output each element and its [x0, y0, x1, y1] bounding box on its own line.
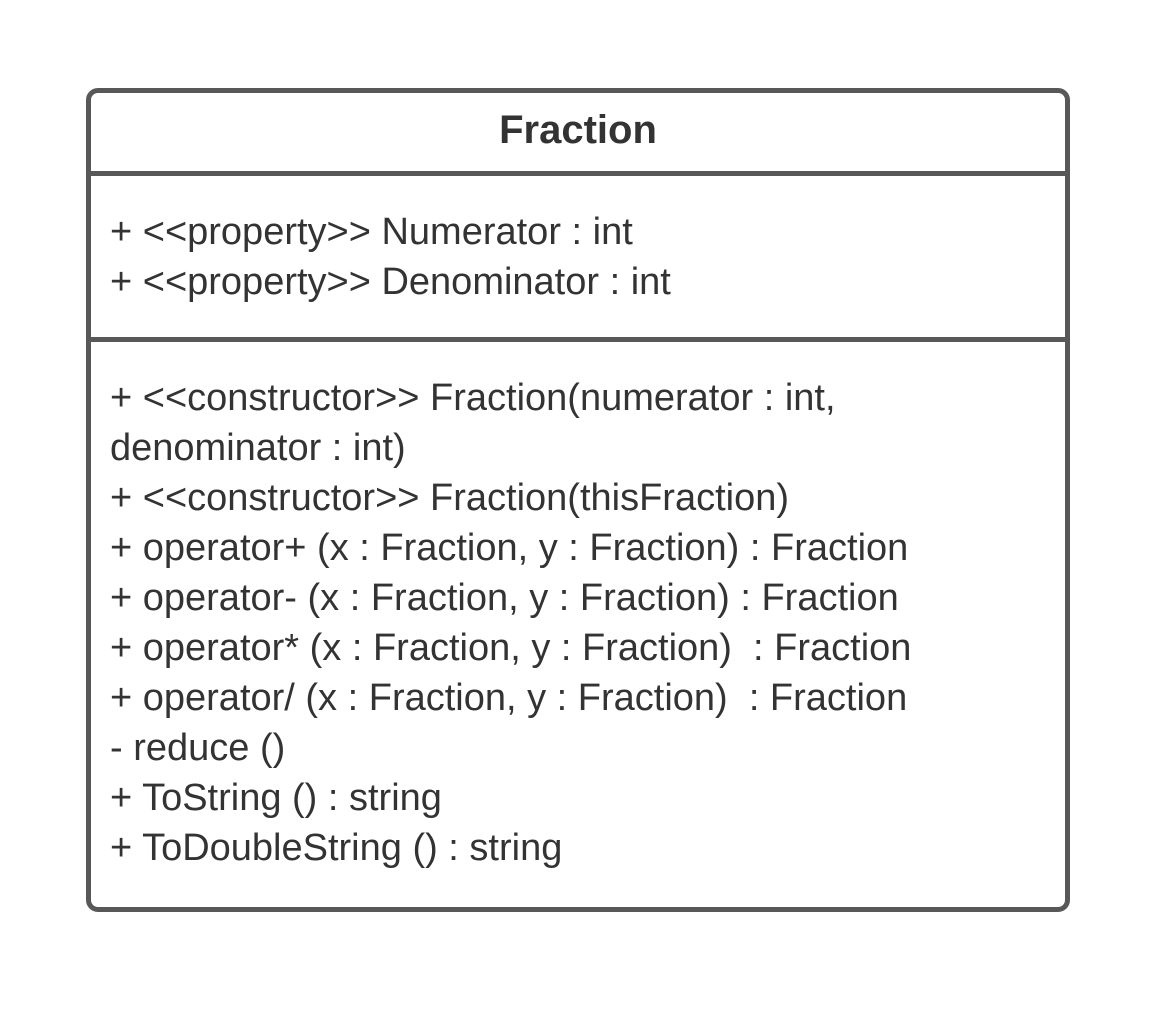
operation-constructor-fraction-copy: + <<constructor>> Fraction(thisFraction) [110, 477, 790, 519]
operation-to-string: + ToString () : string [110, 777, 442, 819]
operation-multiply: + operator* (x : Fraction, y : Fraction)… [110, 627, 912, 669]
operation-reduce: - reduce () [110, 727, 286, 769]
operation-divide: + operator/ (x : Fraction, y : Fraction)… [110, 677, 908, 719]
attribute-denominator: + <<property>> Denominator : int [110, 261, 671, 303]
attributes-section: + <<property>> Numerator : int + <<prope… [91, 176, 1065, 342]
operation-add: + operator+ (x : Fraction, y : Fraction)… [110, 527, 909, 569]
operation-constructor-fraction-ints-continued: denominator : int) [110, 427, 406, 469]
operation-subtract: + operator- (x : Fraction, y : Fraction)… [110, 577, 899, 619]
operation-constructor-fraction-ints: + <<constructor>> Fraction(numerator : i… [110, 377, 836, 419]
operation-to-double-string: + ToDoubleString () : string [110, 827, 563, 869]
attribute-numerator: + <<property>> Numerator : int [110, 211, 633, 253]
uml-class-box: Fraction + <<property>> Numerator : int … [86, 88, 1070, 912]
operations-section: + <<constructor>> Fraction(numerator : i… [91, 342, 1065, 873]
class-name-section: Fraction [91, 93, 1065, 176]
class-name: Fraction [499, 108, 657, 152]
